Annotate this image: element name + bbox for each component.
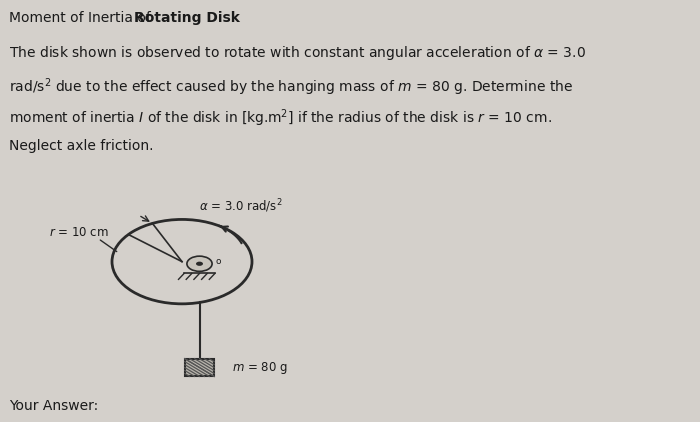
Text: rad/s$^2$ due to the effect caused by the hanging mass of $m$ = 80 g. Determine : rad/s$^2$ due to the effect caused by th…: [9, 76, 573, 97]
Bar: [185, 359, 214, 376]
Text: o: o: [216, 257, 221, 266]
Text: Rotating Disk: Rotating Disk: [134, 11, 239, 24]
Text: moment of inertia $I$ of the disk in [kg.m$^2$] if the radius of the disk is $r$: moment of inertia $I$ of the disk in [kg…: [9, 108, 552, 129]
Text: $m$ = 80 g: $m$ = 80 g: [232, 360, 288, 376]
Circle shape: [196, 262, 203, 266]
Text: Moment of Inertia of: Moment of Inertia of: [9, 11, 155, 24]
Circle shape: [112, 219, 252, 304]
Text: The disk shown is observed to rotate with constant angular acceleration of $\alp: The disk shown is observed to rotate wit…: [9, 44, 586, 62]
Text: $r$ = 10 cm: $r$ = 10 cm: [49, 226, 108, 238]
Circle shape: [187, 256, 212, 271]
Text: Neglect axle friction.: Neglect axle friction.: [9, 139, 153, 153]
Text: $\alpha$ = 3.0 rad/s$^2$: $\alpha$ = 3.0 rad/s$^2$: [199, 198, 282, 215]
Text: Your Answer:: Your Answer:: [9, 399, 98, 413]
